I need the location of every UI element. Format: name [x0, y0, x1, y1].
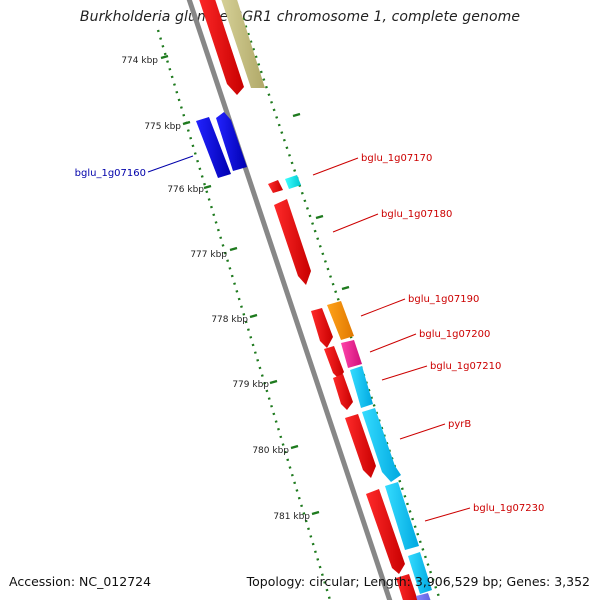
major-ticks [160, 54, 350, 516]
gene-label-bglu-1g07230[interactable]: bglu_1g07230 [473, 503, 544, 514]
gene-feature-bglu-1g07160-a[interactable] [196, 117, 231, 178]
accession-text: Accession: NC_012724 [9, 574, 152, 589]
gene-feature-red-779[interactable] [333, 374, 353, 410]
gene-label-bglu-1g07170[interactable]: bglu_1g07170 [361, 153, 432, 164]
gene-label-bglu-1g07160[interactable]: bglu_1g07160 [75, 168, 146, 179]
gene-label-bglu-1g07200[interactable]: bglu_1g07200 [419, 329, 490, 340]
gene-feature-bglu-1g07170-partner[interactable] [285, 175, 301, 189]
gene-feature-pyrB-red[interactable] [345, 414, 376, 478]
tick-label-779: 779 kbp [232, 380, 269, 390]
gene-feature-red[interactable] [196, 0, 244, 95]
gene-label-bglu-1g07180[interactable]: bglu_1g07180 [381, 209, 452, 220]
tick-label-780: 780 kbp [252, 446, 289, 456]
gene-feature-bglu-1g07200[interactable] [341, 340, 362, 368]
gene-feature-violet-bottom[interactable] [416, 593, 434, 600]
gene-features[interactable] [196, 0, 434, 600]
kbp-tick-labels: 774 kbp 775 kbp 776 kbp 777 kbp 778 kbp … [121, 56, 310, 522]
gene-feature-bglu-1g07180[interactable] [274, 199, 311, 285]
chromosome-backbone [186, 0, 393, 600]
gene-label-pyrB[interactable]: pyrB [448, 419, 471, 430]
gene-label-bglu-1g07190[interactable]: bglu_1g07190 [408, 294, 479, 305]
gene-feature-olive[interactable] [218, 0, 265, 88]
gene-feature-pyrB[interactable] [362, 408, 401, 482]
inner-scale-track [241, 17, 442, 600]
map-title: Burkholderia glumae BGR1 chromosome 1, c… [79, 9, 521, 25]
gene-feature-red-778[interactable] [311, 308, 333, 348]
outer-scale-track [156, 29, 332, 600]
gene-feature-bglu-1g07160-b[interactable] [216, 112, 247, 171]
tick-label-778: 778 kbp [211, 315, 248, 325]
tick-label-776: 776 kbp [167, 185, 204, 195]
gene-feature-cyan-bottom[interactable] [408, 552, 432, 594]
gene-labels[interactable]: bglu_1g07160 bglu_1g07170 bglu_1g07180 b… [75, 153, 545, 514]
topology-text: Topology: circular; Length: 3,906,529 bp… [246, 574, 590, 589]
gene-feature-bglu-1g07170[interactable] [268, 180, 283, 193]
gene-feature-bglu-1g07190[interactable] [327, 301, 354, 340]
tick-label-775: 775 kbp [144, 122, 181, 132]
gene-feature-bglu-1g07210[interactable] [350, 366, 373, 408]
tick-label-781: 781 kbp [273, 512, 310, 522]
gene-feature-red-bottom[interactable] [396, 574, 421, 600]
label-leader-lines [147, 155, 471, 522]
tick-label-777: 777 kbp [190, 250, 227, 260]
gene-feature-red-781[interactable] [366, 489, 405, 574]
gene-feature-bglu-1g07200-red[interactable] [324, 346, 344, 379]
tick-label-774: 774 kbp [121, 56, 158, 66]
gene-feature-bglu-1g07230[interactable] [385, 482, 419, 550]
gene-label-bglu-1g07210[interactable]: bglu_1g07210 [430, 361, 501, 372]
